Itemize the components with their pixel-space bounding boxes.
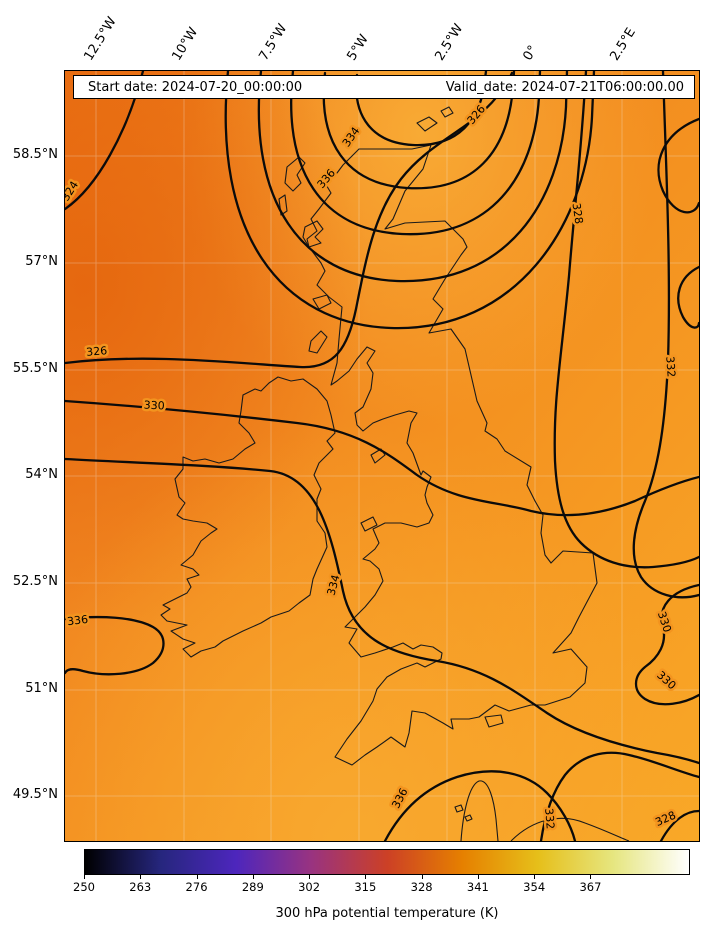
- colorbar-tick-354: 354: [523, 880, 546, 894]
- start-date-text: Start date: 2024-07-20_00:00:00: [88, 79, 303, 95]
- lon-tick-7-5w: 7.5°W: [256, 21, 291, 64]
- colorbar-title: 300 hPa potential temperature (K): [275, 906, 499, 921]
- island-orkney-2: [440, 106, 454, 118]
- map-svg: 324 326 326 334 336 328 332 330 334 336 …: [65, 71, 699, 841]
- lon-tick-0: 0°: [520, 42, 541, 64]
- lat-tick-52-5n: 52.5°N: [12, 574, 58, 589]
- contour-line-326-west: [65, 71, 514, 369]
- island-islay-jura: [308, 330, 328, 354]
- contour-label-326-west: 326: [86, 344, 108, 359]
- island-anglesey: [360, 516, 378, 532]
- contour-line-332-south: [539, 751, 699, 841]
- theta-fill-warm-south: [65, 71, 699, 841]
- coastline-cotentin-france: [460, 780, 499, 841]
- lat-tick-54n: 54°N: [25, 467, 58, 482]
- island-lewis-harris: [284, 156, 306, 192]
- contour-line-330-southeast-loop: [634, 583, 699, 706]
- contour-line-hook-northeast-1: [657, 117, 699, 214]
- colorbar-tick-289: 289: [241, 880, 264, 894]
- contour-label-332-east: 332: [663, 356, 677, 378]
- colorbar-tick-263: 263: [129, 880, 152, 894]
- island-channel-1: [454, 804, 464, 813]
- colorbar-tick-labels: 250 263 276 289 302 315 328 341 354 367: [73, 880, 690, 895]
- contour-line-332-east: [632, 71, 699, 599]
- island-isle-of-wight: [484, 714, 504, 728]
- coastlines-group: [160, 106, 630, 841]
- coastline-normandy-france: [510, 817, 630, 841]
- valid-date-text: Valid_date: 2024-07-21T06:00:00.00: [445, 79, 684, 95]
- colorbar-tick-mark: [590, 875, 592, 879]
- lon-tick-2-5w: 2.5°W: [432, 21, 467, 64]
- contour-label-330-mid: 330: [143, 398, 165, 412]
- map-panel: 324 326 326 334 336 328 332 330 334 336 …: [64, 70, 700, 842]
- lat-tick-55-5n: 55.5°N: [12, 361, 58, 376]
- contour-line-332-nest: [290, 71, 542, 236]
- lon-tick-10w: 10°W: [169, 25, 202, 64]
- colorbar-tick-marks: [84, 875, 690, 879]
- lon-tick-2-5e: 2.5°E: [607, 25, 639, 64]
- colorbar-tick-315: 315: [354, 880, 377, 894]
- colorbar-tick-mark: [309, 875, 311, 879]
- island-channel-2: [464, 814, 473, 822]
- colorbar-tick-mark: [84, 875, 85, 879]
- colorbar-tick-367: 367: [579, 880, 602, 894]
- lat-tick-58-5n: 58.5°N: [12, 147, 58, 162]
- contour-line-328-corner: [659, 809, 699, 841]
- colorbar-gradient: [84, 849, 690, 875]
- graticule-gridlines: [65, 71, 699, 841]
- lat-tick-51n: 51°N: [25, 681, 58, 696]
- contour-line-328-east: [553, 71, 699, 569]
- colorbar-tick-276: 276: [185, 880, 208, 894]
- contour-line-330-mid: [65, 399, 699, 517]
- island-isle-of-man: [370, 448, 386, 464]
- contour-line-330-nest: [257, 71, 569, 283]
- contour-line-328-nest: [224, 71, 596, 330]
- island-mull: [312, 294, 332, 310]
- lat-tick-49-5n: 49.5°N: [12, 787, 58, 802]
- lon-tick-12-5w: 12.5°W: [81, 14, 120, 64]
- colorbar-tick-341: 341: [466, 880, 489, 894]
- colorbar-tick-mark: [365, 875, 367, 879]
- contour-label-328-east: 328: [570, 202, 586, 225]
- contour-line-334-south: [65, 457, 699, 765]
- colorbar-tick-mark: [534, 875, 536, 879]
- colorbar-tick-mark: [196, 875, 198, 879]
- island-orkney: [416, 116, 438, 132]
- contour-line-336-south: [383, 770, 577, 841]
- contour-line-336-nest: [355, 71, 488, 147]
- contour-line-336-west: [65, 615, 165, 676]
- colorbar-tick-mark: [252, 875, 254, 879]
- lat-tick-57n: 57°N: [25, 254, 58, 269]
- island-skye: [302, 220, 324, 248]
- header-bar: Start date: 2024-07-20_00:00:00 Valid_da…: [73, 75, 695, 99]
- lon-tick-5w: 5°W: [344, 32, 372, 64]
- coastline-great-britain: [306, 144, 598, 766]
- colorbar-tick-mark: [140, 875, 142, 879]
- colorbar-tick-328: 328: [410, 880, 433, 894]
- colorbar-tick-302: 302: [298, 880, 321, 894]
- coastline-ireland: [160, 376, 336, 658]
- colorbar-tick-mark: [477, 875, 479, 879]
- contour-label-336-west: 336: [66, 613, 88, 628]
- colorbar-tick-mark: [421, 875, 423, 879]
- colorbar-tick-250: 250: [73, 880, 95, 894]
- contour-label-332-south: 332: [542, 808, 557, 830]
- contour-line-334-nest: [322, 71, 516, 190]
- contour-line-hook-northeast-2: [677, 265, 699, 329]
